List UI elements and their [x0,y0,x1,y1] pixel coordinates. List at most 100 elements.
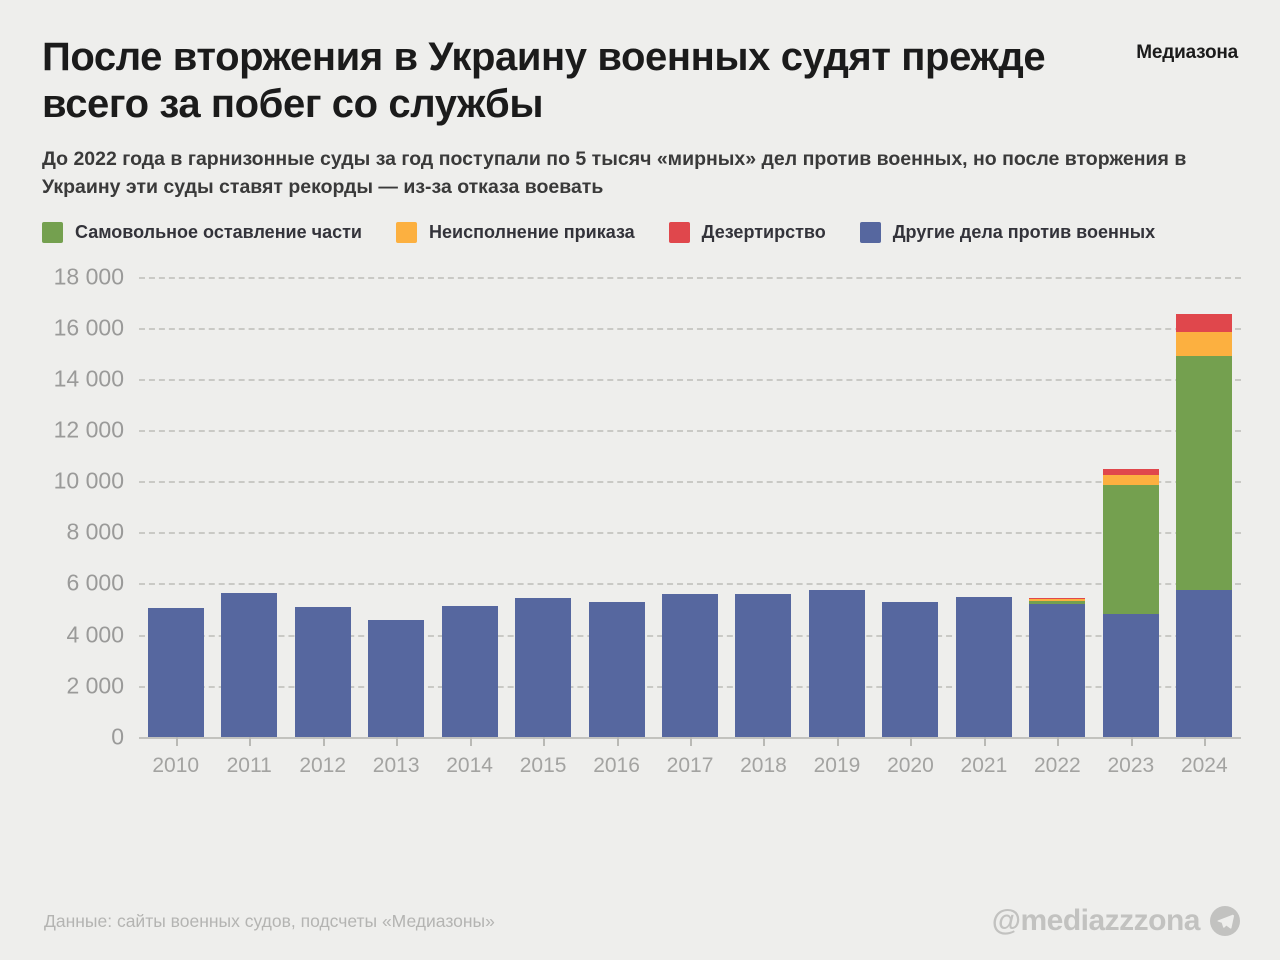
y-axis-tick-label: 14 000 [53,365,124,392]
bar-column[interactable] [800,277,873,746]
bar-segment [1102,485,1159,614]
gridline [139,378,1241,381]
watermark: @mediazzzona [992,904,1240,938]
telegram-icon [1210,906,1240,936]
bar-column[interactable] [286,277,359,746]
bar-stack [368,620,425,737]
y-axis-tick-label: 4 000 [66,621,124,648]
page-title: После вторжения в Украину военных судят … [42,35,1046,127]
bar-segment [1029,598,1086,602]
bar-segment [441,605,498,737]
bar-segment [735,593,792,737]
bar-stack [221,593,278,737]
bar-column[interactable] [359,277,432,746]
x-axis-tick-label: 2010 [152,753,200,777]
x-axis-tick [543,736,546,746]
bar-stack [1029,597,1086,737]
bar-segment [662,594,719,737]
x-axis-tick [396,736,399,746]
legend-item[interactable]: Дезертирство [668,221,826,243]
bar-segment [1102,468,1159,475]
bar-segment [808,589,865,737]
bar-column[interactable] [874,277,947,746]
bar-segment [882,602,939,737]
bar-segment [1029,597,1086,599]
y-axis: 0 2 000 4 000 6 000 8 000 10 000 12 000 14 000 1… [38,263,124,749]
bar-series-container [139,277,1241,746]
y-axis-tick-label: 0 [111,723,124,750]
chart-plot-area: 0 2 000 4 000 6 000 8 000 10 000 12 000 14 000 1… [38,263,1248,789]
x-axis: 2010 2011 2012 2013 2014 2015 2016 2017 2018 2019… [139,754,1241,778]
bar-stack [882,602,939,737]
bar-column[interactable] [1021,277,1094,746]
gridline [139,276,1241,279]
bar-segment [1176,331,1233,356]
bar-column[interactable] [212,277,285,746]
bar-segment [1176,355,1233,590]
legend-item[interactable]: Другие дела против военных [859,221,1156,243]
legend-swatch [668,221,690,243]
legend-item[interactable]: Самовольное оставление части [42,221,362,243]
x-axis-tick-label: 2017 [666,753,714,777]
x-axis-tick-label: 2022 [1034,753,1081,777]
x-axis-tick [836,736,839,746]
chart-legend: Самовольное оставление части Неисполнение… [0,202,1280,243]
bar-segment [221,593,278,737]
bar-column[interactable] [580,277,653,746]
bar-segment [147,607,204,737]
y-axis-tick-label: 12 000 [53,416,124,443]
bar-stack [735,593,792,737]
x-axis-tick-label: 2019 [813,753,861,777]
legend-label: Самовольное оставление части [75,221,362,242]
x-axis-tick-label: 2015 [519,753,567,777]
bar-segment [1176,589,1233,737]
bar-segment [1102,474,1159,486]
x-axis-tick-label: 2023 [1107,753,1155,777]
x-axis-tick [1204,736,1207,746]
bar-column[interactable] [506,277,579,746]
bar-column[interactable] [433,277,506,746]
bar-column[interactable] [727,277,800,746]
legend-swatch [859,221,881,243]
bar-segment [1029,603,1086,737]
bar-stack [441,605,498,737]
bar-stack [1102,468,1159,737]
x-axis-tick-label: 2012 [299,753,347,777]
bar-stack [294,607,351,737]
gridline [139,481,1241,484]
legend-label: Другие дела против военных [892,221,1156,242]
source-note: Данные: сайты военных судов, подсчеты «М… [44,910,495,931]
bar-stack [955,596,1012,737]
legend-label: Неисполнение приказа [429,221,635,242]
bar-column[interactable] [1094,277,1167,746]
bar-stack [515,598,572,737]
bar-segment [955,596,1012,737]
legend-swatch [42,221,63,243]
legend-item[interactable]: Неисполнение приказа [396,221,635,243]
bar-column[interactable] [653,277,726,746]
bar-stack [588,602,645,737]
chart-subtitle: До 2022 года в гарнизонные суды за год п… [42,148,1187,199]
bar-column[interactable] [947,277,1020,746]
x-axis-tick [1057,736,1060,746]
gridline [139,327,1241,330]
bar-stack [662,594,719,737]
y-axis-tick-label: 8 000 [66,518,124,545]
y-axis-tick-label: 2 000 [66,672,124,699]
y-axis-tick-label: 18 000 [53,263,124,290]
bar-segment [1176,314,1233,332]
x-axis-tick [469,736,472,746]
x-axis-tick [763,736,766,746]
bar-segment [588,602,645,737]
watermark-handle: @mediazzzona [991,904,1201,937]
bar-column[interactable] [139,277,212,746]
bar-column[interactable] [1168,277,1241,746]
plot-canvas [139,276,1241,746]
x-axis-tick [910,736,913,746]
bar-stack [147,607,204,737]
x-axis-tick-label: 2024 [1180,753,1228,777]
bar-stack [808,589,865,737]
y-axis-tick-label: 10 000 [53,467,124,494]
x-axis-tick-label: 2016 [593,753,640,777]
x-axis-tick [322,736,325,746]
